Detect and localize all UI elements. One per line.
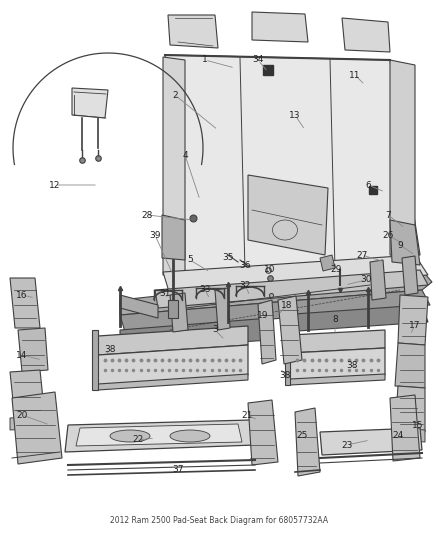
Text: 5: 5: [187, 255, 193, 264]
Text: 15: 15: [412, 421, 424, 430]
Polygon shape: [120, 268, 432, 315]
Text: 18: 18: [281, 301, 293, 310]
Polygon shape: [285, 329, 290, 385]
Text: 24: 24: [392, 431, 404, 440]
Polygon shape: [280, 305, 428, 332]
Text: 16: 16: [16, 290, 28, 300]
Text: 28: 28: [141, 211, 153, 220]
Polygon shape: [18, 328, 48, 372]
Polygon shape: [98, 345, 248, 385]
Text: 29: 29: [330, 265, 342, 274]
Polygon shape: [295, 408, 320, 476]
Polygon shape: [290, 330, 385, 353]
Text: 30: 30: [360, 276, 372, 285]
Text: 8: 8: [332, 316, 338, 325]
Polygon shape: [248, 175, 328, 255]
Polygon shape: [390, 395, 420, 461]
Polygon shape: [395, 386, 425, 432]
Text: 36: 36: [239, 261, 251, 270]
Polygon shape: [120, 318, 270, 350]
Text: 33: 33: [199, 286, 211, 295]
Text: 6: 6: [365, 181, 371, 190]
Polygon shape: [393, 428, 425, 442]
Polygon shape: [278, 296, 302, 364]
Polygon shape: [252, 12, 308, 42]
Polygon shape: [390, 220, 420, 265]
Text: 9: 9: [397, 240, 403, 249]
Polygon shape: [165, 55, 420, 275]
Text: 19: 19: [257, 311, 269, 319]
Text: 7: 7: [385, 211, 391, 220]
Text: 35: 35: [222, 254, 234, 262]
Text: 38: 38: [346, 360, 358, 369]
Text: 17: 17: [409, 320, 421, 329]
Polygon shape: [170, 293, 188, 332]
Text: 23: 23: [341, 440, 353, 449]
Polygon shape: [92, 330, 98, 390]
Text: 21: 21: [241, 410, 253, 419]
Polygon shape: [168, 300, 178, 318]
Polygon shape: [248, 400, 278, 465]
Text: 10: 10: [264, 265, 276, 274]
Polygon shape: [342, 18, 390, 52]
Text: 27: 27: [356, 251, 367, 260]
Polygon shape: [290, 348, 385, 380]
Polygon shape: [120, 295, 158, 318]
Polygon shape: [320, 428, 422, 455]
Text: 25: 25: [297, 431, 307, 440]
Polygon shape: [258, 300, 276, 364]
Polygon shape: [10, 416, 45, 430]
Text: 12: 12: [49, 181, 61, 190]
Polygon shape: [290, 374, 385, 385]
Polygon shape: [98, 326, 248, 355]
Polygon shape: [395, 343, 425, 388]
Polygon shape: [155, 270, 428, 308]
Text: 38: 38: [279, 370, 291, 379]
Text: 31: 31: [159, 288, 171, 297]
Text: 22: 22: [132, 435, 144, 445]
Text: 11: 11: [349, 70, 361, 79]
Polygon shape: [402, 256, 418, 295]
Polygon shape: [320, 255, 335, 271]
Polygon shape: [10, 278, 40, 328]
Text: 13: 13: [289, 110, 301, 119]
Polygon shape: [163, 57, 185, 278]
Polygon shape: [162, 215, 185, 260]
Text: 37: 37: [172, 465, 184, 474]
Text: 20: 20: [16, 410, 28, 419]
Polygon shape: [370, 260, 386, 300]
Text: 39: 39: [149, 230, 161, 239]
Polygon shape: [390, 60, 415, 260]
Text: 2: 2: [172, 91, 178, 100]
Ellipse shape: [170, 430, 210, 442]
Polygon shape: [398, 295, 428, 345]
Text: 14: 14: [16, 351, 28, 359]
Polygon shape: [10, 370, 45, 420]
Text: 32: 32: [239, 280, 251, 289]
Polygon shape: [215, 288, 230, 330]
Polygon shape: [76, 424, 242, 446]
Polygon shape: [163, 255, 428, 295]
Polygon shape: [168, 15, 218, 48]
Ellipse shape: [110, 430, 150, 442]
Text: 34: 34: [252, 55, 264, 64]
Polygon shape: [120, 290, 430, 332]
Text: 26: 26: [382, 230, 394, 239]
Polygon shape: [72, 88, 108, 118]
Text: 38: 38: [104, 345, 116, 354]
Text: 4: 4: [182, 150, 188, 159]
Text: 3: 3: [212, 326, 218, 335]
Text: 2012 Ram 2500 Pad-Seat Back Diagram for 68057732AA: 2012 Ram 2500 Pad-Seat Back Diagram for …: [110, 516, 328, 525]
Text: 1: 1: [202, 55, 208, 64]
Polygon shape: [65, 420, 255, 452]
Polygon shape: [12, 392, 62, 464]
Polygon shape: [98, 374, 248, 390]
